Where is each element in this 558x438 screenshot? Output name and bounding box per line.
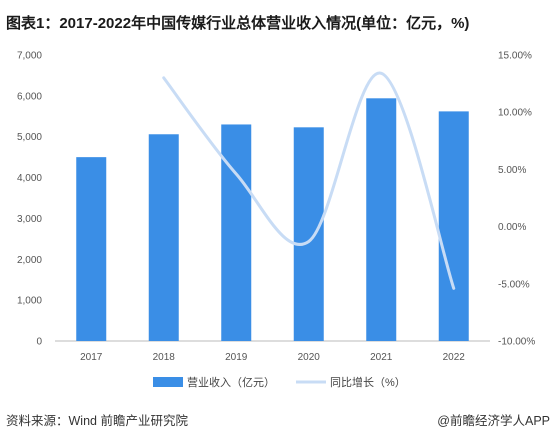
legend: 营业收入（亿元） 同比增长（%） bbox=[153, 375, 406, 389]
left-tick-label: 4,000 bbox=[17, 173, 42, 184]
chart-title: 图表1：2017-2022年中国传媒行业总体营业收入情况(单位：亿元，%) bbox=[6, 15, 470, 32]
x-tick-label: 2020 bbox=[298, 352, 321, 363]
left-tick-label: 6,000 bbox=[17, 91, 42, 102]
right-tick-label: -10.00% bbox=[498, 337, 535, 348]
left-tick-label: 0 bbox=[36, 337, 42, 348]
x-tick-label: 2017 bbox=[80, 352, 103, 363]
bar bbox=[148, 134, 179, 341]
bar-series bbox=[76, 98, 469, 342]
right-tick-label: 10.00% bbox=[498, 108, 532, 119]
left-tick-label: 7,000 bbox=[17, 51, 42, 62]
bar bbox=[221, 124, 252, 341]
right-tick-label: 0.00% bbox=[498, 222, 526, 233]
right-tick-label: -5.00% bbox=[498, 279, 530, 290]
x-axis: 2017 2018 2019 2020 2021 2022 bbox=[80, 352, 465, 363]
growth-line bbox=[162, 71, 456, 290]
x-tick-label: 2022 bbox=[443, 352, 466, 363]
legend-bar-label: 营业收入（亿元） bbox=[187, 375, 275, 389]
brand-credit: @前瞻经济学人APP bbox=[437, 414, 550, 428]
right-tick-label: 5.00% bbox=[498, 165, 526, 176]
bar bbox=[366, 98, 397, 342]
bar bbox=[293, 127, 324, 342]
legend-bar-swatch bbox=[153, 377, 183, 387]
source-note: 资料来源：Wind 前瞻产业研究院 bbox=[6, 414, 188, 428]
left-tick-label: 2,000 bbox=[17, 255, 42, 266]
x-tick-label: 2021 bbox=[370, 352, 393, 363]
right-tick-label: 15.00% bbox=[498, 51, 532, 62]
x-tick-label: 2019 bbox=[225, 352, 248, 363]
left-axis: 0 1,000 2,000 3,000 4,000 5,000 6,000 7,000 bbox=[17, 51, 42, 348]
x-tick-label: 2018 bbox=[153, 352, 176, 363]
bar bbox=[438, 111, 469, 341]
legend-line-label: 同比增长（%） bbox=[330, 375, 406, 389]
bar bbox=[76, 157, 107, 341]
right-axis: -10.00% -5.00% 0.00% 5.00% 10.00% 15.00% bbox=[498, 51, 535, 348]
left-tick-label: 1,000 bbox=[17, 296, 42, 307]
left-tick-label: 3,000 bbox=[17, 214, 42, 225]
left-tick-label: 5,000 bbox=[17, 132, 42, 143]
line-series bbox=[162, 71, 456, 290]
